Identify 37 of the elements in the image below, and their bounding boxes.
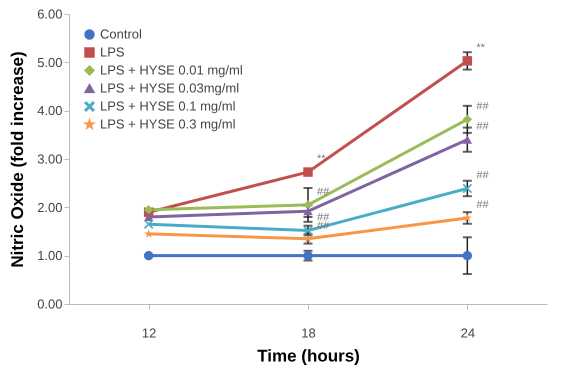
point xyxy=(144,250,154,260)
y-tick-label: 1.00 xyxy=(37,248,62,264)
annotation: ** xyxy=(476,42,486,54)
y-axis-title: Nitric Oxide (fold increase) xyxy=(8,51,28,268)
legend-label: LPS + HYSE 0.01 mg/ml xyxy=(100,62,243,78)
point xyxy=(303,167,313,177)
legend-label: Control xyxy=(100,26,142,42)
point xyxy=(144,205,154,214)
annotation: ## xyxy=(317,186,330,198)
annotation: ** xyxy=(317,153,326,166)
y-tick-label: 6.00 xyxy=(37,6,62,22)
y-tick-label: 5.00 xyxy=(37,54,62,70)
annotation: ## xyxy=(476,169,490,182)
x-axis-title: Time (hours) xyxy=(257,346,360,366)
point xyxy=(462,184,472,194)
legend-label: LPS + HYSE 0.1 mg/ml xyxy=(100,98,236,114)
point xyxy=(462,136,472,144)
point xyxy=(462,213,472,222)
point xyxy=(462,114,472,124)
point xyxy=(462,250,472,260)
point xyxy=(144,220,154,229)
point xyxy=(303,200,313,210)
y-tick-label: 3.00 xyxy=(37,152,62,166)
point xyxy=(303,207,313,216)
x-tick-label: 12 xyxy=(142,326,156,340)
annotation: ## xyxy=(476,120,490,133)
y-tick-label: 4.00 xyxy=(37,103,62,118)
legend-label: LPS + HYSE 0.3 mg/ml xyxy=(100,116,236,132)
x-tick-label: 18 xyxy=(301,326,316,340)
point xyxy=(462,56,472,66)
x-tick-label: 24 xyxy=(460,326,476,340)
y-tick-label: 2.00 xyxy=(37,200,62,215)
annotation: ## xyxy=(476,198,490,211)
y-tick-label: 0.00 xyxy=(37,296,62,312)
annotation: ## xyxy=(476,100,490,112)
legend-label: LPS xyxy=(100,44,125,60)
legend-label: LPS + HYSE 0.03mg/ml xyxy=(100,80,240,96)
